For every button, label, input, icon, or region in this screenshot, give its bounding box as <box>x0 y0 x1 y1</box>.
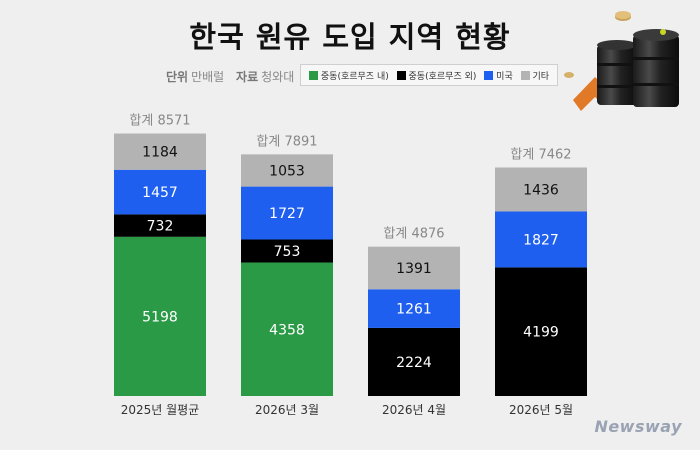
segment-value-label: 1184 <box>142 145 178 161</box>
legend-label: 기타 <box>532 71 550 82</box>
legend-swatch <box>520 70 530 80</box>
source-label: 자료 <box>236 70 259 84</box>
segment-value-label: 1261 <box>396 302 432 318</box>
bar-segment <box>495 267 587 396</box>
bar-segment <box>495 211 587 268</box>
barrel-icon <box>597 40 637 105</box>
category-label: 2026년 3월 <box>255 403 319 417</box>
segment-value-label: 1457 <box>142 185 178 201</box>
segment-value-label: 4199 <box>523 325 559 341</box>
legend-item-middle-east-outside: 중동(호르무즈 외) <box>396 69 477 82</box>
segment-value-label: 2224 <box>396 355 432 371</box>
bar-segment <box>368 327 460 396</box>
unit-label: 단위 <box>166 70 189 84</box>
legend-swatch <box>484 70 494 80</box>
meta-line: 단위 만배럴 자료 청와대 <box>166 68 294 85</box>
legend: 중동(호르무즈 내) 중동(호르무즈 외) 미국 기타 <box>300 64 558 86</box>
category-label: 2026년 5월 <box>509 403 573 417</box>
barrel-icon <box>633 29 679 107</box>
bar-total-label: 합계 8571 <box>129 114 190 129</box>
bar-total-label: 합계 7891 <box>256 134 317 149</box>
segment-value-label: 1827 <box>523 232 559 248</box>
segment-value-label: 1727 <box>269 206 305 222</box>
category-label: 2025년 월평균 <box>121 403 200 417</box>
legend-label: 중동(호르무즈 내) <box>320 71 389 82</box>
legend-swatch <box>396 70 406 80</box>
legend-label: 중동(호르무즈 외) <box>408 71 477 82</box>
legend-item-middle-east-inside: 중동(호르무즈 내) <box>308 69 389 82</box>
segment-value-label: 1436 <box>523 182 559 198</box>
bar-total-label: 합계 7462 <box>510 147 571 162</box>
chart-title: 한국 원유 도입 지역 현황 <box>189 20 511 54</box>
bar-segment <box>368 246 460 290</box>
segment-value-label: 1391 <box>396 261 432 277</box>
bar-segment <box>241 239 333 263</box>
bar-segment <box>114 133 206 170</box>
newsway-logo: Newsway <box>594 417 682 436</box>
segment-value-label: 1053 <box>269 163 305 179</box>
oil-barrels-illustration <box>564 11 679 111</box>
source-value: 청와대 <box>261 70 295 84</box>
bar-segment <box>495 167 587 212</box>
bar-segment <box>114 214 206 237</box>
segment-value-label: 4358 <box>269 322 305 338</box>
bar-segment <box>368 289 460 328</box>
legend-label: 미국 <box>496 71 513 82</box>
bar-segment <box>114 169 206 215</box>
bar-segment <box>241 262 333 396</box>
bar-total-label: 합계 4876 <box>383 227 444 242</box>
legend-item-other: 기타 <box>520 69 550 82</box>
category-label: 2026년 4월 <box>382 403 446 417</box>
segment-value-label: 5198 <box>142 309 178 325</box>
bar-segment <box>241 154 333 187</box>
unit-value: 만배럴 <box>191 70 225 84</box>
legend-item-usa: 미국 <box>484 69 513 82</box>
bar-segment <box>241 186 333 240</box>
coin-icon <box>615 11 631 21</box>
bar-segment <box>114 236 206 396</box>
segment-value-label: 732 <box>147 219 174 235</box>
segment-value-label: 753 <box>274 244 301 260</box>
legend-swatch <box>308 70 318 80</box>
coin-icon <box>564 72 574 78</box>
